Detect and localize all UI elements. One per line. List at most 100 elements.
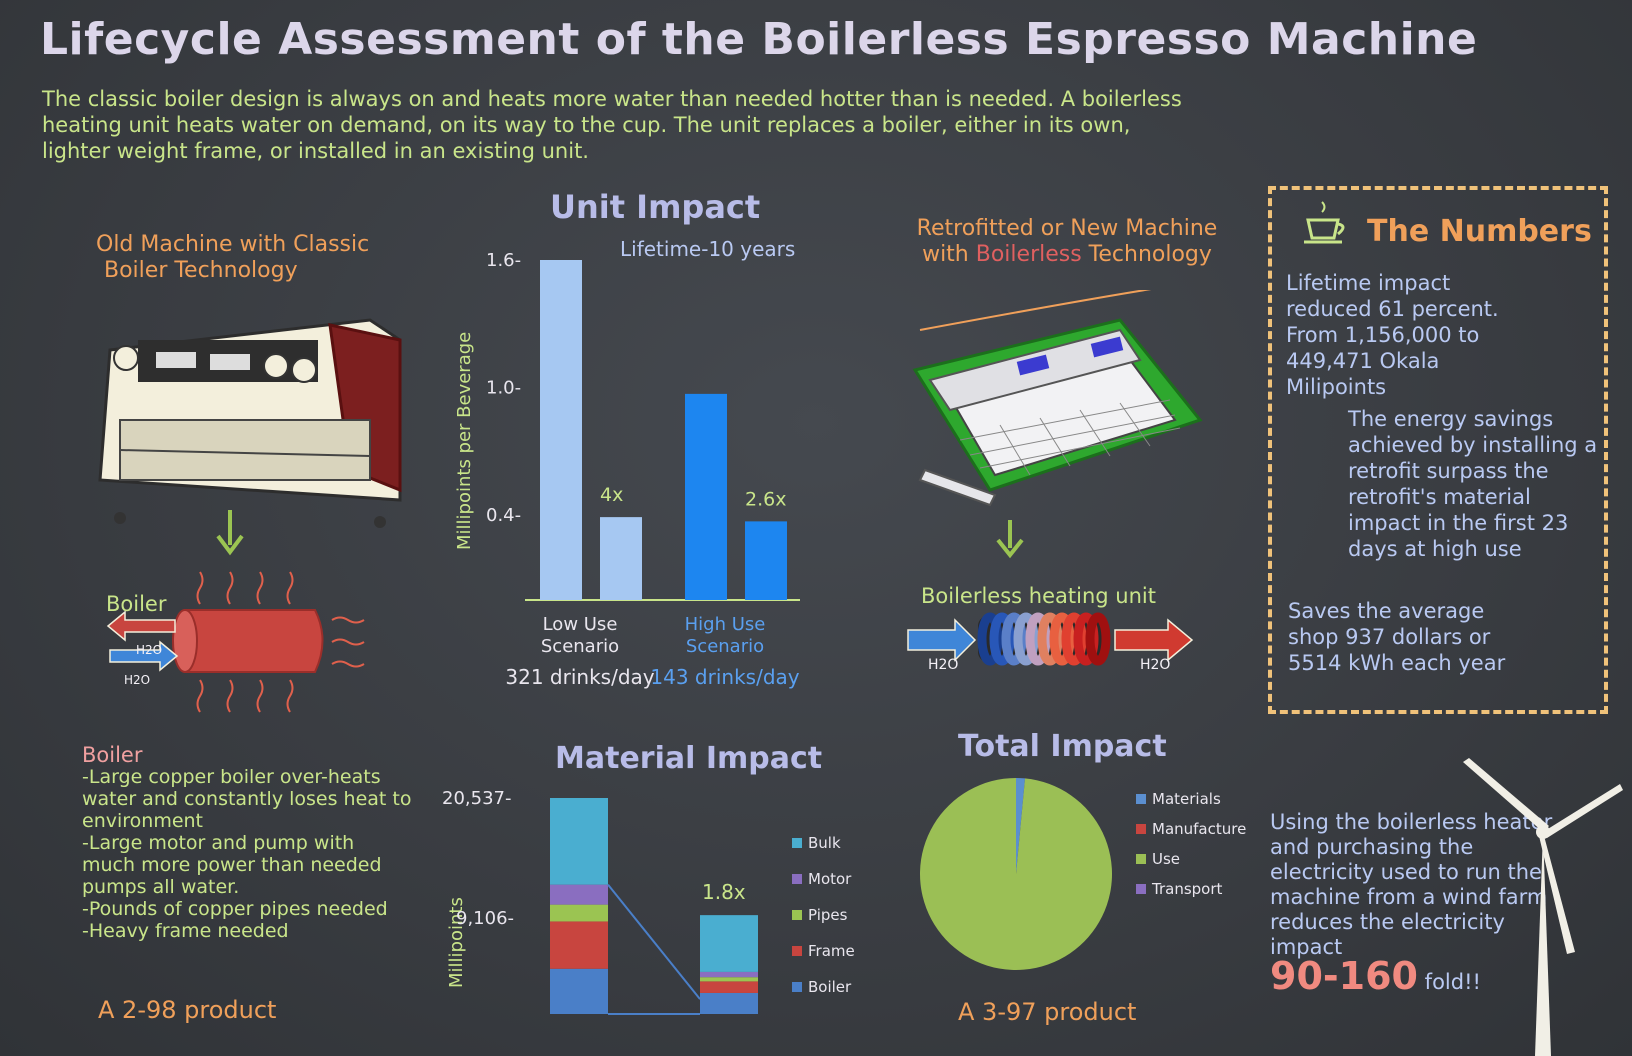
new-machine-title-line2: with Boilerless Technology: [922, 242, 1212, 267]
unit-impact-bar: [600, 517, 642, 600]
boilerless-h2o-in-label: H2O: [928, 657, 959, 673]
old-product-rating: A 2-98 product: [98, 996, 277, 1024]
unit-impact-ytick: 1.0-: [486, 378, 521, 399]
material-impact-segment: [550, 921, 608, 969]
material-impact-connector: [607, 884, 701, 1000]
material-impact-legend-label: Bulk: [808, 834, 841, 852]
unit-impact-group-label3: 321 drinks/day: [505, 665, 654, 689]
material-impact-segment: [550, 904, 608, 922]
material-impact-segment: [700, 971, 758, 978]
boiler-desc-item: -Pounds of copper pipes needed: [82, 898, 388, 920]
boilerless-h2o-out-arrow-icon: [1114, 618, 1194, 662]
wind-big-number: 90-160: [1270, 954, 1418, 998]
h2o-out-arrow-icon: [106, 610, 176, 642]
unit-impact-bar: [540, 260, 582, 600]
page-title: Lifecycle Assessment of the Boilerless E…: [40, 14, 1478, 65]
unit-impact-bar: [745, 521, 787, 600]
wind-turbine-icon: [1463, 758, 1623, 1056]
numbers-p2: The energy savings achieved by installin…: [1348, 407, 1598, 561]
h2o-in-arrow-icon: [109, 640, 179, 672]
boiler-h2o-out-label: H2O: [136, 643, 163, 657]
unit-impact-ratio: 2.6x: [745, 488, 786, 510]
material-impact-segment: [550, 798, 608, 885]
unit-impact-group-label2: Scenario: [541, 636, 619, 657]
material-impact-legend-label: Motor: [808, 870, 852, 888]
material-impact-ratio: 1.8x: [702, 880, 746, 904]
unit-impact-group-label1: Low Use: [543, 614, 618, 635]
material-impact-segment: [700, 992, 758, 1014]
new-machine-title-line1: Retrofitted or New Machine: [916, 216, 1218, 241]
total-impact-legend-label: Transport: [1151, 880, 1223, 898]
unit-impact-ratio: 4x: [600, 484, 623, 506]
boiler-desc-item: -Heavy frame needed: [82, 920, 289, 942]
unit-impact-title: Unit Impact: [550, 190, 760, 226]
old-machine-title-line1: Old Machine with Classic: [96, 232, 370, 257]
unit-impact-group-label2: Scenario: [686, 636, 764, 657]
unit-impact-chart: Unit Impact Lifetime-10 years Millipoints …: [454, 190, 800, 689]
total-impact-legend-swatch: [1136, 824, 1146, 834]
numbers-p3: Saves the average shop 937 dollars or 55…: [1288, 599, 1506, 675]
total-impact-title: Total Impact: [958, 729, 1167, 764]
total-impact-legend-label: Materials: [1152, 790, 1221, 808]
material-impact-legend-label: Boiler: [808, 978, 852, 996]
total-impact-slice: [1016, 778, 1026, 874]
material-impact-segment: [550, 968, 608, 1014]
boilerless-unit-device-icon: [912, 318, 1203, 507]
material-impact-legend-swatch: [792, 874, 802, 884]
numbers-p1: Lifetime impact reduced 61 percent. From…: [1286, 271, 1499, 399]
unit-impact-bar: [685, 393, 727, 600]
boiler-description: Boiler -Large copper boiler over-heats w…: [82, 744, 412, 942]
material-impact-legend-label: Frame: [808, 942, 855, 960]
boiler-label: Boiler: [106, 592, 167, 616]
total-impact-legend-label: Manufacture: [1152, 820, 1246, 838]
material-impact-ylabel: Millipoints: [446, 897, 467, 988]
old-machine-title: Old Machine with Classic Boiler Technolo…: [96, 232, 369, 284]
total-impact-legend-swatch: [1136, 884, 1146, 894]
old-machine-illustration: [98, 318, 402, 713]
boilerless-h2o-in-arrow-icon: [907, 618, 977, 662]
material-impact-title: Material Impact: [555, 741, 822, 776]
total-impact-slice: [920, 778, 1112, 970]
numbers-title: The Numbers: [1367, 214, 1592, 249]
wind-text: Using the boilerless heater and purchasi…: [1270, 810, 1570, 995]
total-impact-legend-swatch: [1136, 794, 1146, 804]
boiler-desc-title: Boiler: [82, 743, 143, 767]
boilerless-unit-label: Boilerless heating unit: [921, 584, 1156, 608]
total-impact-product-rating: A 3-97 product: [958, 998, 1136, 1026]
new-machine-illustration: [907, 290, 1203, 666]
heating-coil-icon: [977, 612, 1111, 666]
unit-impact-ytick: 0.4-: [486, 505, 521, 526]
material-impact-legend-swatch: [792, 946, 802, 956]
material-impact-legend-swatch: [792, 982, 802, 992]
unit-impact-subtitle: Lifetime-10 years: [620, 237, 795, 261]
unit-impact-group-label3: 143 drinks/day: [650, 665, 799, 689]
unit-impact-ylabel: Millipoints per Beverage: [454, 332, 475, 550]
new-machine-title: Retrofitted or New Machine with Boilerle…: [892, 216, 1242, 268]
boiler-h2o-in-label: H2O: [124, 673, 151, 687]
material-impact-segment: [700, 981, 758, 993]
numbers-box: The Numbers Lifetime impact reduced 61 p…: [1268, 186, 1608, 714]
boiler-desc-item: -Large motor and pump with much more pow…: [82, 832, 382, 898]
material-impact-chart: Material Impact Millipoints 20,537- 9,106- 1…: [442, 741, 855, 1015]
boilerless-h2o-out-label: H2O: [1140, 657, 1171, 673]
coffee-cup-icon: [1304, 201, 1345, 244]
material-impact-segment: [550, 884, 608, 905]
old-machine-title-line2: Boiler Technology: [104, 258, 298, 283]
unit-impact-group-label1: High Use: [685, 614, 766, 635]
material-impact-legend-swatch: [792, 910, 802, 920]
material-impact-legend-label: Pipes: [808, 906, 848, 924]
wind-text-body: Using the boilerless heater and purchasi…: [1270, 810, 1553, 959]
unit-impact-ytick: 1.6-: [486, 250, 521, 271]
material-impact-legend-swatch: [792, 838, 802, 848]
material-impact-ytick: 9,106-: [456, 908, 514, 929]
material-impact-segment: [700, 977, 758, 982]
total-impact-chart: Total Impact Materials Manufacture Use Trans…: [920, 729, 1246, 1026]
material-impact-segment: [700, 915, 758, 972]
wind-suffix: fold!!: [1424, 970, 1481, 994]
total-impact-legend-swatch: [1136, 854, 1146, 864]
espresso-machine-icon: [98, 318, 402, 528]
boiler-desc-item: -Large copper boiler over-heats water an…: [82, 766, 412, 832]
material-impact-ytick: 20,537-: [442, 788, 511, 809]
total-impact-legend-label: Use: [1152, 850, 1180, 868]
intro-text: The classic boiler design is always on a…: [42, 87, 1182, 163]
